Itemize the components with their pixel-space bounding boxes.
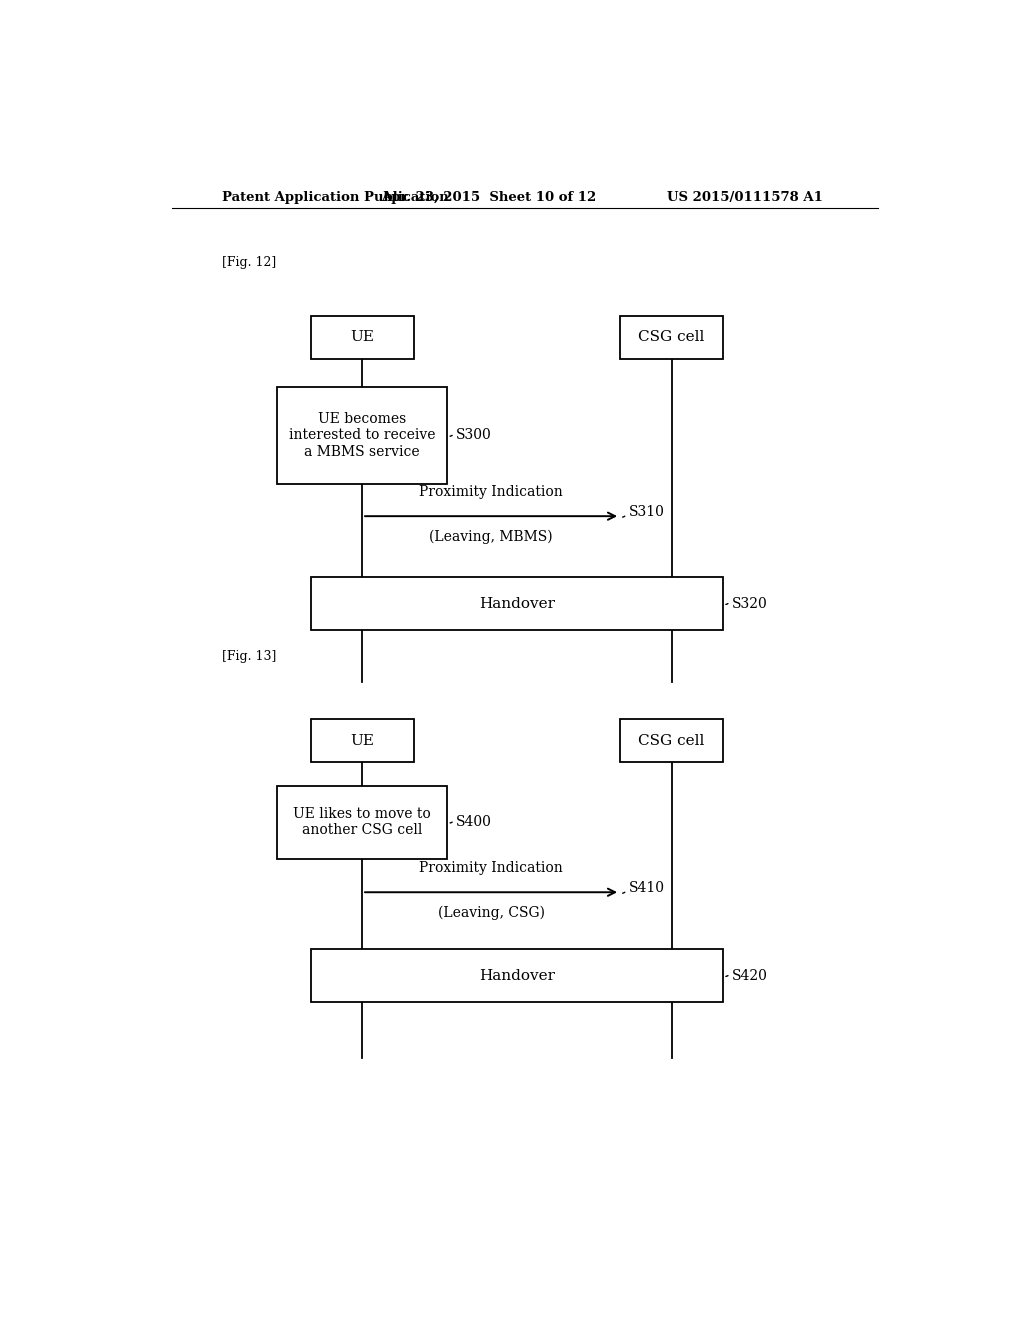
Text: S400: S400: [456, 816, 492, 829]
Text: UE becomes
interested to receive
a MBMS service: UE becomes interested to receive a MBMS …: [289, 412, 435, 458]
Text: Handover: Handover: [479, 969, 555, 982]
Text: [Fig. 13]: [Fig. 13]: [221, 649, 276, 663]
Text: S300: S300: [456, 429, 492, 442]
Text: CSG cell: CSG cell: [638, 330, 705, 345]
Text: S420: S420: [732, 969, 768, 982]
Bar: [621, 315, 723, 359]
Text: Proximity Indication: Proximity Indication: [419, 484, 563, 499]
Bar: [310, 949, 723, 1002]
Bar: [310, 315, 414, 359]
Text: S310: S310: [629, 506, 665, 519]
Bar: [621, 719, 723, 762]
Text: S320: S320: [732, 597, 768, 611]
Text: [Fig. 12]: [Fig. 12]: [221, 256, 275, 268]
Text: UE: UE: [350, 734, 374, 748]
Text: (Leaving, MBMS): (Leaving, MBMS): [429, 529, 553, 544]
Bar: [310, 719, 414, 762]
Text: UE: UE: [350, 330, 374, 345]
Bar: [310, 577, 723, 630]
Text: Apr. 23, 2015  Sheet 10 of 12: Apr. 23, 2015 Sheet 10 of 12: [382, 190, 597, 203]
Bar: [276, 387, 447, 483]
Text: (Leaving, CSG): (Leaving, CSG): [437, 906, 545, 920]
Text: UE likes to move to
another CSG cell: UE likes to move to another CSG cell: [293, 807, 431, 837]
Bar: [276, 785, 447, 859]
Text: S410: S410: [629, 882, 665, 895]
Text: CSG cell: CSG cell: [638, 734, 705, 748]
Text: Handover: Handover: [479, 597, 555, 611]
Text: Patent Application Publication: Patent Application Publication: [221, 190, 449, 203]
Text: US 2015/0111578 A1: US 2015/0111578 A1: [667, 190, 822, 203]
Text: Proximity Indication: Proximity Indication: [419, 861, 563, 875]
